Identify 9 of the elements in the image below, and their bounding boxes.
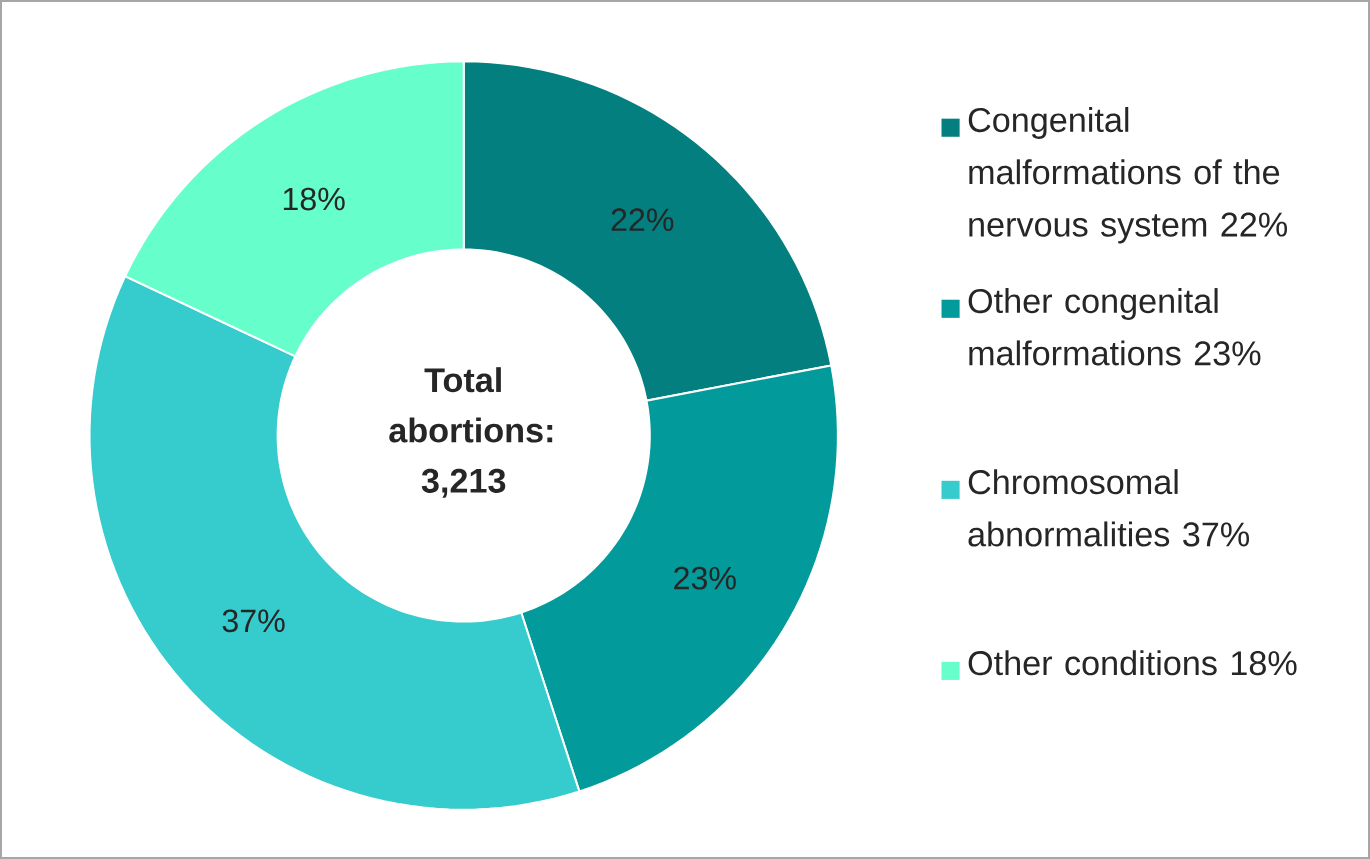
- legend-label: Congenital malformations of the nervous system 22%: [968, 107, 1287, 244]
- data-label: 23%: [674, 566, 736, 590]
- legend-label: Other conditions 18%: [968, 650, 1297, 676]
- text: Total abortions: 3,213: [389, 367, 553, 498]
- data-label: 22%: [611, 208, 674, 231]
- data-label: 37%: [222, 609, 285, 633]
- data-label: 18%: [283, 187, 345, 211]
- legend-label: Other congenital malformations 23%: [968, 288, 1261, 366]
- legend-label: Chromosomal abnormalities 37%: [968, 469, 1250, 547]
